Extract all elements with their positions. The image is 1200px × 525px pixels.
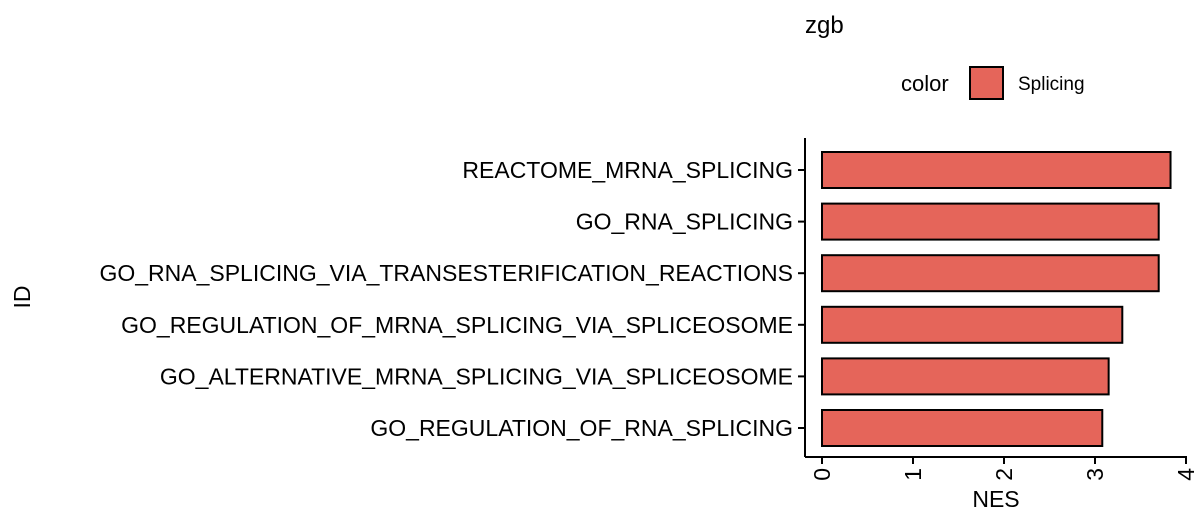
y-ticks (798, 169, 805, 429)
x-tick-label: 2 (991, 468, 1017, 481)
legend-swatch-splicing (969, 66, 1004, 100)
bar-go-alternative-mrna-splicing-via-spliceosome (821, 357, 1110, 396)
x-axis-title: NES (972, 486, 1019, 512)
y-tick-label: REACTOME_MRNA_SPLICING (462, 157, 793, 183)
bars-group (821, 151, 1172, 447)
y-axis-title: ID (9, 286, 35, 309)
x-tick-label: 1 (900, 468, 926, 481)
bar-go-rna-splicing-via-transesterification-reactions (821, 254, 1160, 293)
legend-label-splicing: Splicing (1018, 74, 1085, 95)
x-tick-labels: 0 1 2 3 4 (809, 468, 1199, 481)
bar-go-regulation-of-mrna-splicing-via-spliceosome (821, 305, 1124, 344)
x-tick-label: 4 (1173, 468, 1199, 481)
y-tick-label: GO_REGULATION_OF_RNA_SPLICING (370, 415, 793, 441)
y-tick-label: GO_RNA_SPLICING (576, 209, 793, 235)
legend-title: color (901, 71, 949, 96)
y-tick-labels: REACTOME_MRNA_SPLICING GO_RNA_SPLICING GO_… (99, 157, 793, 441)
y-tick-label: GO_REGULATION_OF_MRNA_SPLICING_VIA_SPLIC… (121, 312, 793, 338)
chart-title: zgb (805, 12, 844, 39)
y-tick-label: GO_ALTERNATIVE_MRNA_SPLICING_VIA_SPLICEO… (160, 363, 793, 389)
x-tick-label: 0 (809, 468, 835, 481)
bar-go-rna-splicing (821, 202, 1160, 241)
bar-go-regulation-of-rna-splicing (821, 409, 1104, 447)
bar-reactome-mrna-splicing (821, 151, 1172, 189)
legend: color Splicing (901, 66, 1085, 100)
y-tick-label: GO_RNA_SPLICING_VIA_TRANSESTERIFICATION_… (99, 260, 793, 286)
x-tick-label: 3 (1082, 468, 1108, 481)
x-ticks (821, 457, 1187, 464)
